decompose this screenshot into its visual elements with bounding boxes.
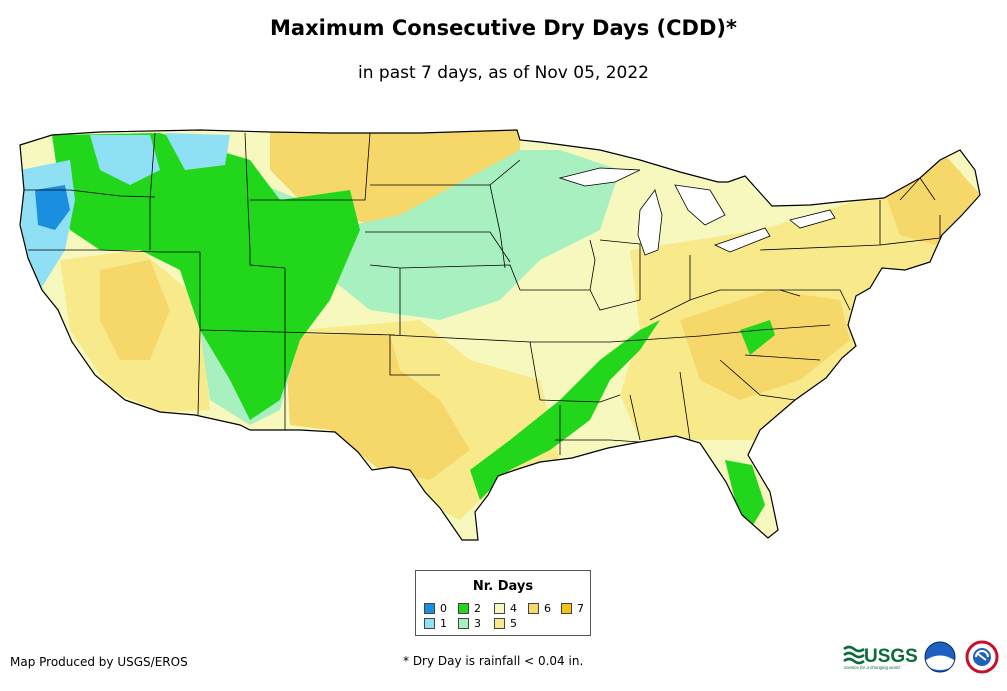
legend-swatch (424, 618, 435, 629)
legend-item-6: 6 (528, 603, 551, 615)
legend-swatch (528, 603, 539, 614)
nws-logo (965, 640, 999, 674)
legend-item-5: 5 (494, 618, 517, 630)
legend: Nr. Days 0 1 2 3 4 5 6 7 (415, 570, 591, 636)
footnote-text: * Dry Day is rainfall < 0.04 in. (403, 654, 584, 668)
legend-swatch (494, 618, 505, 629)
noaa-logo: noaa (924, 641, 956, 673)
legend-label: 7 (577, 602, 584, 615)
legend-swatch (561, 603, 572, 614)
legend-title: Nr. Days (472, 579, 534, 594)
map-title: Maximum Consecutive Dry Days (CDD)* (270, 16, 737, 40)
legend-swatch (494, 603, 505, 614)
usgs-logo: USGS science for a changing world (843, 645, 918, 670)
legend-item-3: 3 (458, 618, 481, 630)
legend-swatch (458, 618, 469, 629)
legend-swatch (458, 603, 469, 614)
legend-label: 0 (440, 602, 447, 615)
legend-label: 3 (474, 617, 481, 630)
legend-swatch (424, 603, 435, 614)
legend-item-0: 0 (424, 603, 447, 615)
legend-label: 6 (544, 602, 551, 615)
legend-item-1: 1 (424, 618, 447, 630)
legend-item-2: 2 (458, 603, 481, 615)
legend-label: 1 (440, 617, 447, 630)
agency-logos: USGS science for a changing world noaa (843, 640, 999, 674)
usgs-logo-text: USGS (864, 646, 918, 667)
legend-item-7: 7 (561, 603, 584, 615)
legend-label: 4 (510, 602, 517, 615)
legend-label: 2 (474, 602, 481, 615)
legend-item-4: 4 (494, 603, 517, 615)
map-subtitle: in past 7 days, as of Nov 05, 2022 (358, 63, 649, 83)
credit-text: Map Produced by USGS/EROS (10, 655, 188, 669)
noaa-logo-text: noaa (933, 657, 948, 663)
usgs-tagline: science for a changing world (844, 665, 900, 670)
cdd-map (19, 129, 981, 541)
legend-label: 5 (510, 617, 517, 630)
